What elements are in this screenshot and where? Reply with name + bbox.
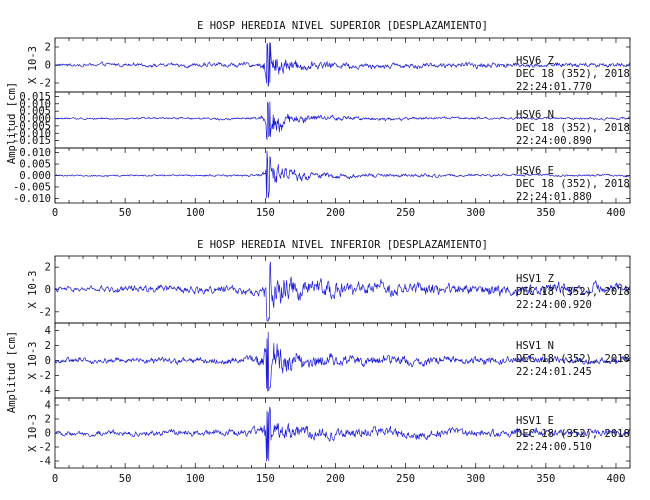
y-tick-label: -0.015 <box>13 135 51 147</box>
x-tick-label: 100 <box>186 473 205 485</box>
y-tick-label: 0.005 <box>19 106 51 118</box>
x-tick-label: 50 <box>119 473 132 485</box>
time-label: 22:24:00.890 <box>516 135 592 147</box>
y-tick-label: -0.010 <box>13 128 51 140</box>
station-label: HSV6 Z <box>516 55 554 67</box>
y-tick-label: 0.010 <box>19 98 51 110</box>
y-tick-label: 0 <box>45 60 51 72</box>
y-tick-label: -2 <box>38 442 51 454</box>
y-scale-label: X 10-3 <box>27 414 39 452</box>
y-tick-label: -0.005 <box>13 181 51 193</box>
y-tick-label: -2 <box>38 370 51 382</box>
time-label: 22:24:01.880 <box>516 191 592 203</box>
y-tick-label: -2 <box>38 306 51 318</box>
station-label: HSV1 N <box>516 340 554 352</box>
y-tick-label: -2 <box>38 78 51 90</box>
y-tick-label: 0 <box>45 355 51 367</box>
x-tick-label: 50 <box>119 207 132 219</box>
y-tick-label: -0.010 <box>13 193 51 205</box>
y-tick-label: -4 <box>38 385 51 397</box>
y-tick-label: 0.010 <box>19 147 51 159</box>
time-label: 22:24:01.770 <box>516 81 592 93</box>
y-scale-label: X 10-3 <box>27 46 39 84</box>
y-scale-label: X 10-3 <box>27 342 39 380</box>
y-tick-label: 0.000 <box>19 170 51 182</box>
y-tick-label: -4 <box>38 456 51 468</box>
date-label: DEC 18 (352), 2018 <box>516 178 630 190</box>
trace-line <box>54 101 631 141</box>
time-label: 22:24:01.245 <box>516 366 592 378</box>
x-tick-label: 300 <box>466 473 485 485</box>
trace-line <box>54 261 631 322</box>
y-tick-label: 0.015 <box>19 91 51 103</box>
x-tick-label: 350 <box>536 207 555 219</box>
chart-2: E HOSP HEREDIA NIVEL INFERIOR [DESPLAZAM… <box>6 239 631 485</box>
chart-1: E HOSP HEREDIA NIVEL SUPERIOR [DESPLAZAM… <box>6 20 631 219</box>
trace-line <box>54 42 631 87</box>
y-tick-label: -0.005 <box>13 120 51 132</box>
date-label: DEC 18 (352), 2018 <box>516 353 630 365</box>
x-tick-label: 0 <box>52 473 58 485</box>
time-label: 22:24:00.510 <box>516 441 592 453</box>
x-tick-label: 200 <box>326 207 345 219</box>
y-tick-label: 0 <box>45 284 51 296</box>
x-tick-label: 400 <box>606 207 625 219</box>
y-tick-label: 2 <box>45 414 51 426</box>
trace-line <box>54 150 631 199</box>
station-label: HSV6 N <box>516 109 554 121</box>
x-tick-label: 150 <box>256 207 275 219</box>
y-axis-label: Amplitud [cm] <box>6 331 18 413</box>
x-tick-label: 0 <box>52 207 58 219</box>
y-tick-label: 4 <box>45 325 51 337</box>
y-tick-label: 2 <box>45 262 51 274</box>
chart-title: E HOSP HEREDIA NIVEL SUPERIOR [DESPLAZAM… <box>197 20 488 32</box>
y-tick-label: 4 <box>45 400 51 412</box>
x-tick-label: 250 <box>396 207 415 219</box>
date-label: DEC 18 (352), 2018 <box>516 428 630 440</box>
x-tick-label: 300 <box>466 207 485 219</box>
x-tick-label: 150 <box>256 473 275 485</box>
y-tick-label: 0.000 <box>19 113 51 125</box>
station-label: HSV1 E <box>516 415 554 427</box>
trace-line <box>54 406 631 462</box>
chart-title: E HOSP HEREDIA NIVEL INFERIOR [DESPLAZAM… <box>197 239 488 251</box>
x-tick-label: 200 <box>326 473 345 485</box>
station-label: HSV6 E <box>516 165 554 177</box>
trace-line <box>54 331 631 392</box>
y-axis-label: Amplitud [cm] <box>6 82 18 164</box>
y-tick-label: 2 <box>45 42 51 54</box>
y-tick-label: 2 <box>45 340 51 352</box>
x-tick-label: 100 <box>186 207 205 219</box>
date-label: DEC 18 (352), 2018 <box>516 122 630 134</box>
x-tick-label: 400 <box>606 473 625 485</box>
y-tick-label: 0.005 <box>19 159 51 171</box>
date-label: DEC 18 (352), 2018 <box>516 286 630 298</box>
y-tick-label: 0 <box>45 428 51 440</box>
x-tick-label: 350 <box>536 473 555 485</box>
x-tick-label: 250 <box>396 473 415 485</box>
station-label: HSV1 Z <box>516 273 554 285</box>
y-scale-label: X 10-3 <box>27 271 39 309</box>
time-label: 22:24:00.920 <box>516 299 592 311</box>
date-label: DEC 18 (352), 2018 <box>516 68 630 80</box>
